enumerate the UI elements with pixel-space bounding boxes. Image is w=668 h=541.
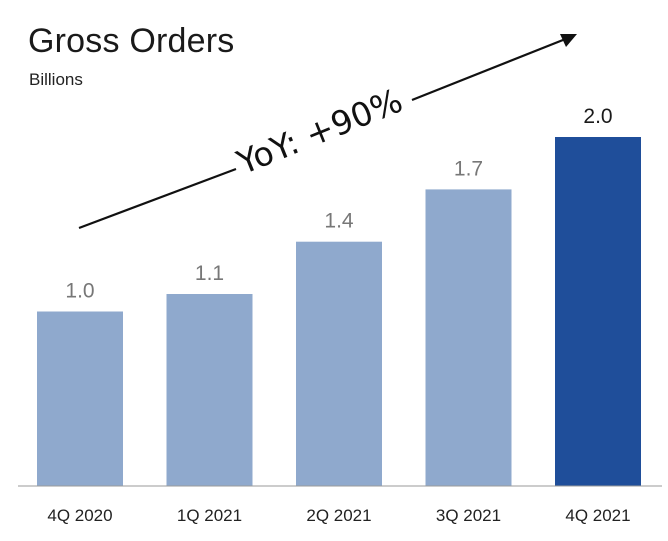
- x-tick-label: 4Q 2020: [47, 506, 112, 525]
- bar-4q-2020: [37, 311, 123, 486]
- x-tick-label: 2Q 2021: [306, 506, 371, 525]
- x-tick-label: 1Q 2021: [177, 506, 242, 525]
- trend-arrow-line-upper: [411, 36, 569, 102]
- value-labels-group: 1.0 1.1 1.4 1.7 2.0: [65, 105, 612, 303]
- yoy-annotation: YoY: +90%: [231, 81, 408, 183]
- trend-arrow-head: [560, 34, 577, 47]
- bar-4q-2021: [555, 137, 641, 486]
- x-tick-labels-group: 4Q 2020 1Q 2021 2Q 2021 3Q 2021 4Q 2021: [47, 506, 630, 525]
- bars-group: [37, 137, 641, 486]
- bar-2q-2021: [296, 241, 382, 486]
- bar-1q-2021: [166, 294, 253, 486]
- value-label: 1.1: [195, 262, 224, 285]
- x-tick-label: 3Q 2021: [436, 506, 501, 525]
- value-label: 1.7: [454, 157, 483, 180]
- trend-arrow-line-lower: [78, 167, 237, 230]
- chart-title: Gross Orders: [28, 22, 235, 60]
- value-label: 2.0: [583, 105, 612, 128]
- chart-subtitle: Billions: [29, 70, 83, 89]
- x-tick-label: 4Q 2021: [565, 506, 630, 525]
- bar-3q-2021: [425, 189, 512, 486]
- value-label: 1.4: [324, 210, 354, 233]
- value-label: 1.0: [65, 280, 94, 303]
